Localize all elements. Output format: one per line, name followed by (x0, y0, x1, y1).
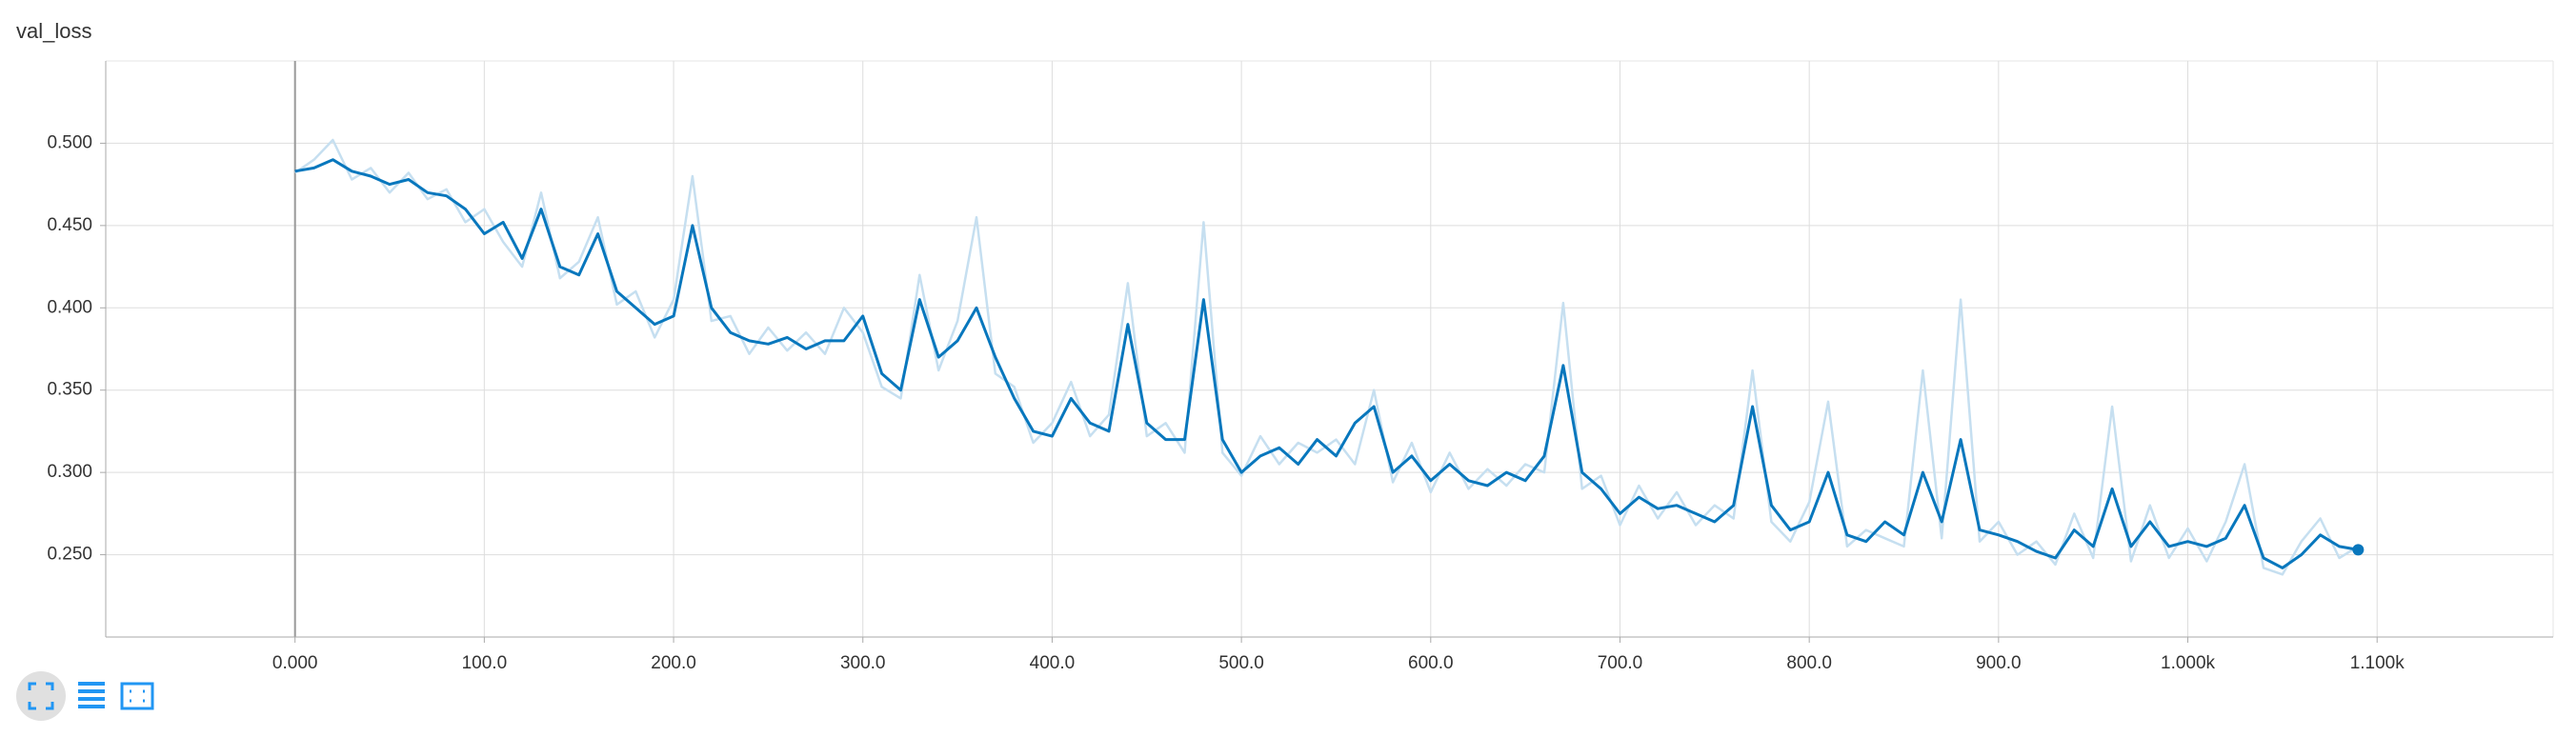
y-tick-label: 0.500 (47, 132, 92, 152)
toolbar (16, 671, 154, 721)
y-tick-label: 0.350 (47, 380, 92, 400)
x-tick-label: 0.000 (272, 653, 318, 673)
x-tick-label: 300.0 (840, 653, 886, 673)
y-tick-label: 0.450 (47, 215, 92, 235)
y-tick-label: 0.250 (47, 545, 92, 565)
x-tick-label: 200.0 (651, 653, 696, 673)
fit-icon (28, 682, 54, 710)
x-tick-label: 1.100k (2350, 653, 2405, 673)
fit-button[interactable] (16, 671, 66, 721)
x-tick-label: 100.0 (462, 653, 508, 673)
series-line (294, 158, 2359, 569)
selection-icon (130, 689, 145, 703)
x-tick-label: 1.000k (2161, 653, 2216, 673)
x-tick-label: 800.0 (1786, 653, 1832, 673)
x-tick-label: 500.0 (1218, 653, 1264, 673)
chart-title: val_loss (16, 19, 91, 43)
y-tick-label: 0.300 (47, 462, 92, 482)
x-tick-label: 900.0 (1976, 653, 2022, 673)
last-point (2352, 544, 2365, 556)
series-line (293, 138, 2360, 576)
y-tick-label: 0.400 (47, 297, 92, 317)
x-tick-label: 700.0 (1598, 653, 1643, 673)
selection-button[interactable] (120, 682, 154, 710)
log-button[interactable] (78, 682, 105, 708)
x-tick-label: 600.0 (1408, 653, 1454, 673)
x-tick-label: 400.0 (1030, 653, 1076, 673)
